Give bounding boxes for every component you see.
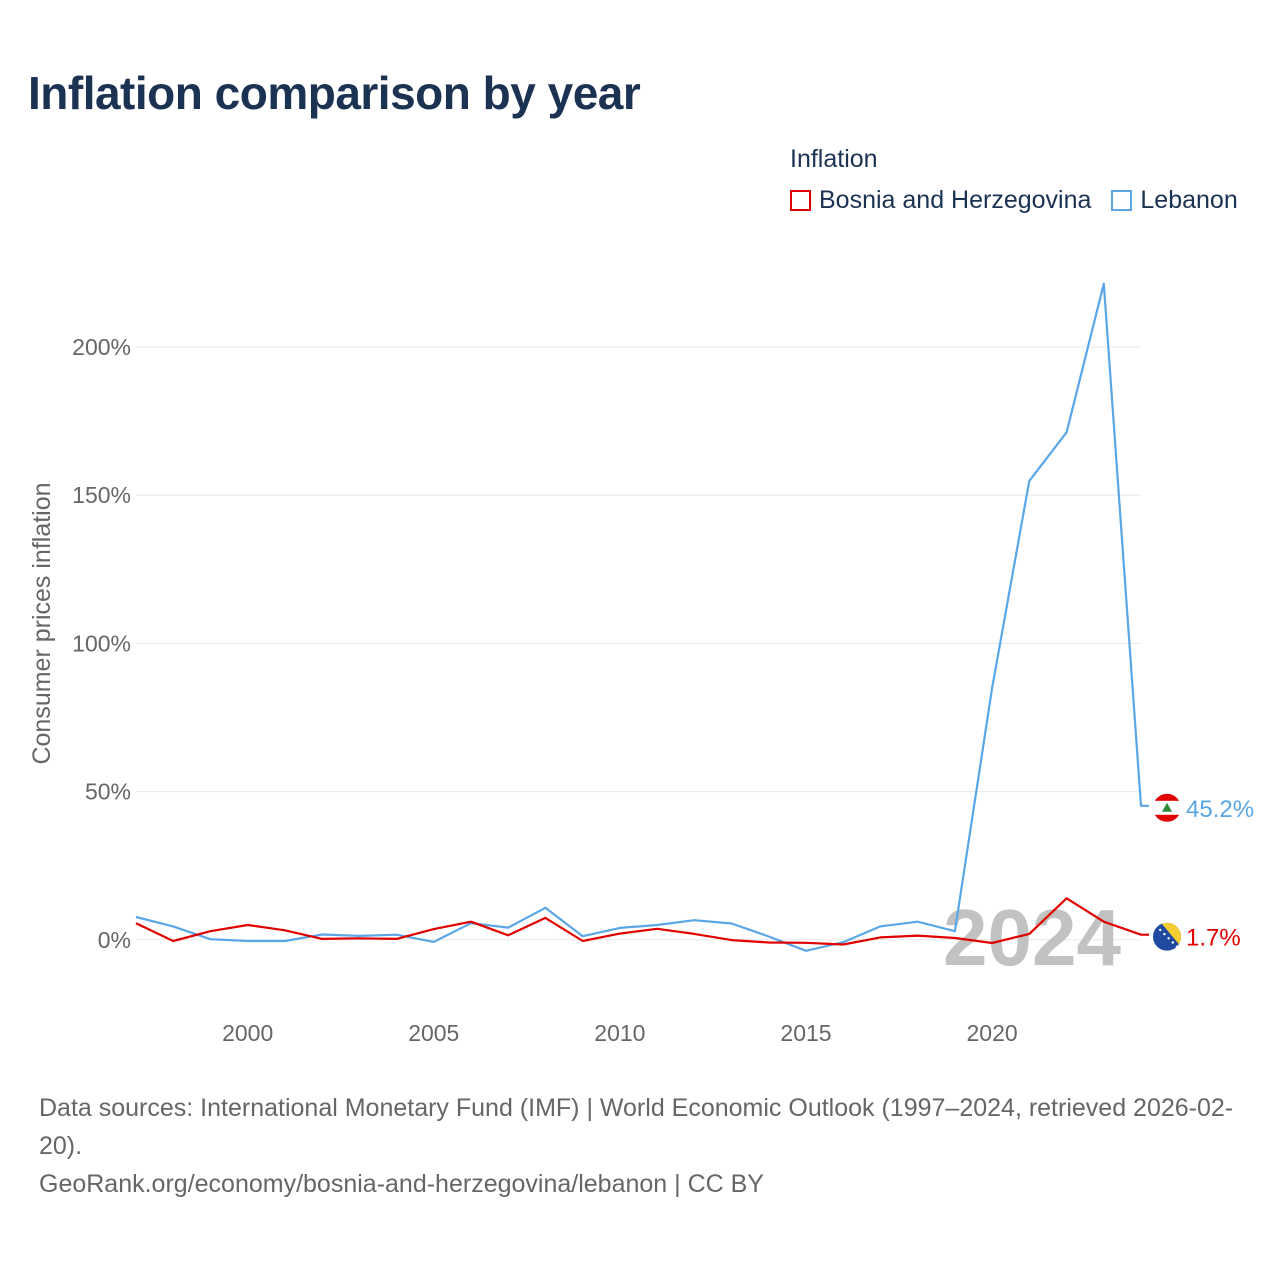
legend-item-bosnia[interactable]: Bosnia and Herzegovina [790, 186, 1091, 215]
y-tick-label: 150% [72, 482, 131, 508]
end-label-lebanon: 45.2% [1186, 796, 1254, 823]
year-watermark: 2024 [943, 893, 1121, 982]
x-tick-label: 2005 [408, 1020, 459, 1046]
y-tick-label: 0% [98, 927, 131, 953]
x-tick-label: 2000 [222, 1020, 273, 1046]
x-tick-label: 2010 [594, 1020, 645, 1046]
source-url[interactable]: GeoRank.org/economy/bosnia-and-herzegovi… [39, 1170, 764, 1198]
chart-title: Inflation comparison by year [28, 67, 641, 119]
data-source: Data sources: International Monetary Fun… [39, 1089, 1249, 1203]
line-chart: 0% 50% 100% 150% 200% 2000 2005 2010 2015 2020 Con… [28, 282, 1254, 1046]
legend-label-bosnia: Bosnia and Herzegovina [819, 186, 1092, 214]
end-label-bosnia: 1.7% [1186, 925, 1241, 952]
legend: Bosnia and Herzegovina Lebanon [790, 186, 1258, 215]
legend-swatch-lebanon [1111, 190, 1133, 211]
lebanon-flag-icon [1153, 793, 1181, 822]
y-tick-label: 50% [85, 779, 131, 805]
source-text: Data sources: International Monetary Fun… [39, 1094, 1234, 1160]
y-axis-label: Consumer prices inflation [28, 482, 56, 764]
series-line-lebanon [135, 282, 1149, 952]
x-tick-label: 2020 [967, 1020, 1018, 1046]
legend-label-lebanon: Lebanon [1140, 186, 1238, 214]
bosnia-flag-icon [1153, 922, 1181, 951]
y-tick-label: 100% [72, 630, 131, 656]
y-tick-label: 200% [72, 334, 131, 360]
legend-item-lebanon[interactable]: Lebanon [1111, 186, 1238, 215]
series-line-bosnia-and-herzegovina [135, 897, 1149, 946]
x-tick-label: 2015 [780, 1020, 831, 1046]
legend-swatch-bosnia [790, 190, 811, 211]
legend-title: Inflation [790, 145, 878, 173]
